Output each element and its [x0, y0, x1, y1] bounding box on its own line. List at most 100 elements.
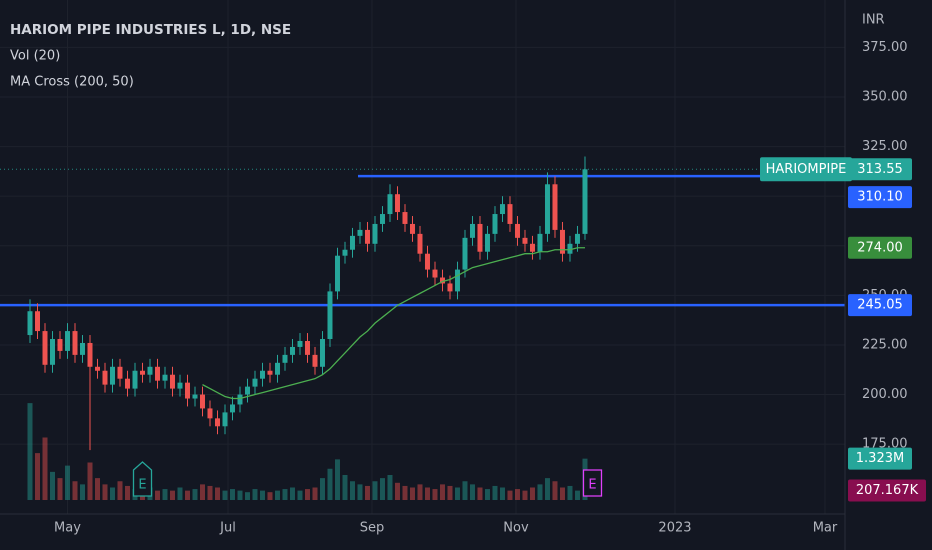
- candle-body: [229, 404, 235, 413]
- x-tick-label: May: [54, 521, 81, 536]
- volume-bar: [447, 485, 453, 500]
- candle-body: [402, 212, 408, 224]
- candle-body: [64, 331, 70, 351]
- candle-body: [552, 184, 558, 230]
- volume-bar: [402, 485, 408, 500]
- x-tick-label: Sep: [360, 521, 385, 536]
- volume-bar: [222, 490, 228, 500]
- candle-body: [477, 223, 483, 252]
- volume-bar: [49, 471, 55, 500]
- candle-body: [507, 204, 513, 224]
- candle-body: [117, 366, 123, 379]
- candle-body: [574, 233, 580, 244]
- candle-body: [124, 378, 130, 389]
- candle-body: [432, 269, 438, 278]
- candle-body: [199, 394, 205, 409]
- candle-body: [424, 253, 430, 270]
- candle-body: [582, 169, 588, 234]
- candle-body: [409, 223, 415, 234]
- volume-bar: [567, 485, 573, 500]
- volume-bar: [229, 489, 235, 500]
- volume-bar: [529, 487, 535, 500]
- candle-body: [259, 370, 265, 379]
- volume-bar: [169, 490, 175, 500]
- volume-bar: [372, 481, 378, 500]
- legend-title: HARIOM PIPE INDUSTRIES L, 1D, NSE: [10, 22, 291, 38]
- candle-body: [364, 229, 370, 244]
- volume-bar: [207, 485, 213, 500]
- candle-body: [139, 370, 145, 375]
- candle-body: [289, 346, 295, 355]
- candle-body: [169, 374, 175, 389]
- candle-body: [34, 311, 40, 332]
- earnings-marker: [132, 461, 153, 497]
- candle-body: [387, 194, 393, 215]
- candle-body: [147, 366, 153, 375]
- volume-bar: [357, 484, 363, 500]
- volume-bar: [124, 485, 130, 500]
- volume-bar: [177, 487, 183, 500]
- volume-bar: [259, 490, 265, 500]
- volume-bar: [274, 490, 280, 500]
- candle-body: [222, 412, 228, 427]
- legend-indicator: Vol (20): [10, 49, 60, 64]
- ma-label: 274.00: [857, 240, 903, 255]
- volume-bar: [267, 492, 273, 500]
- volume-bar: [214, 487, 220, 500]
- volume-label: 1.323M: [856, 451, 904, 466]
- volume-bar: [327, 468, 333, 500]
- candle-body: [469, 223, 475, 238]
- x-tick-label: Mar: [813, 521, 838, 536]
- level-label-bg: [848, 186, 912, 209]
- candle-body: [274, 362, 280, 375]
- candle-body: [484, 233, 490, 252]
- volume-bar: [117, 481, 123, 500]
- candle-body: [237, 394, 243, 405]
- volume-ma-label-bg: [848, 479, 926, 502]
- candle-body: [379, 214, 385, 224]
- symbol-tag-bg: [760, 157, 852, 182]
- volume-bar: [574, 490, 580, 500]
- volume-bar: [184, 490, 190, 500]
- volume-bar: [417, 484, 423, 500]
- level-label: 245.05: [857, 298, 903, 313]
- candle-body: [417, 233, 423, 254]
- volume-label-bg: [848, 447, 912, 470]
- candle-body: [49, 339, 55, 365]
- candle-body: [79, 342, 85, 355]
- volume-bar: [192, 489, 198, 500]
- candle-body: [447, 283, 453, 292]
- volume-bar: [42, 437, 48, 500]
- volume-bar: [552, 481, 558, 500]
- volume-bar: [484, 489, 490, 500]
- last-price-label-bg: [848, 158, 912, 181]
- candle-body: [57, 339, 63, 351]
- volume-bar: [252, 489, 258, 500]
- candle-body: [342, 249, 348, 256]
- candle-body: [334, 255, 340, 292]
- last-price-label: 313.55: [857, 162, 903, 177]
- volume-bar: [162, 489, 168, 500]
- candle-body: [537, 233, 543, 252]
- candle-body: [499, 204, 505, 215]
- volume-bar: [102, 484, 108, 500]
- volume-bar: [379, 478, 385, 500]
- candle-body: [214, 418, 220, 427]
- earnings-label: E: [588, 478, 596, 493]
- volume-bar: [537, 484, 543, 500]
- candle-body: [529, 243, 535, 252]
- volume-bar: [469, 484, 475, 500]
- volume-bar: [109, 487, 115, 500]
- volume-bar: [439, 484, 445, 500]
- legend-indicator: MA Cross (200, 50): [10, 75, 134, 90]
- candle-body: [357, 229, 363, 236]
- ma-line: [202, 247, 585, 400]
- candle-body: [312, 354, 318, 367]
- volume-bar: [477, 487, 483, 500]
- volume-bar: [409, 487, 415, 500]
- y-tick-label: 200.00: [862, 387, 908, 402]
- x-tick-label: 2023: [658, 521, 691, 536]
